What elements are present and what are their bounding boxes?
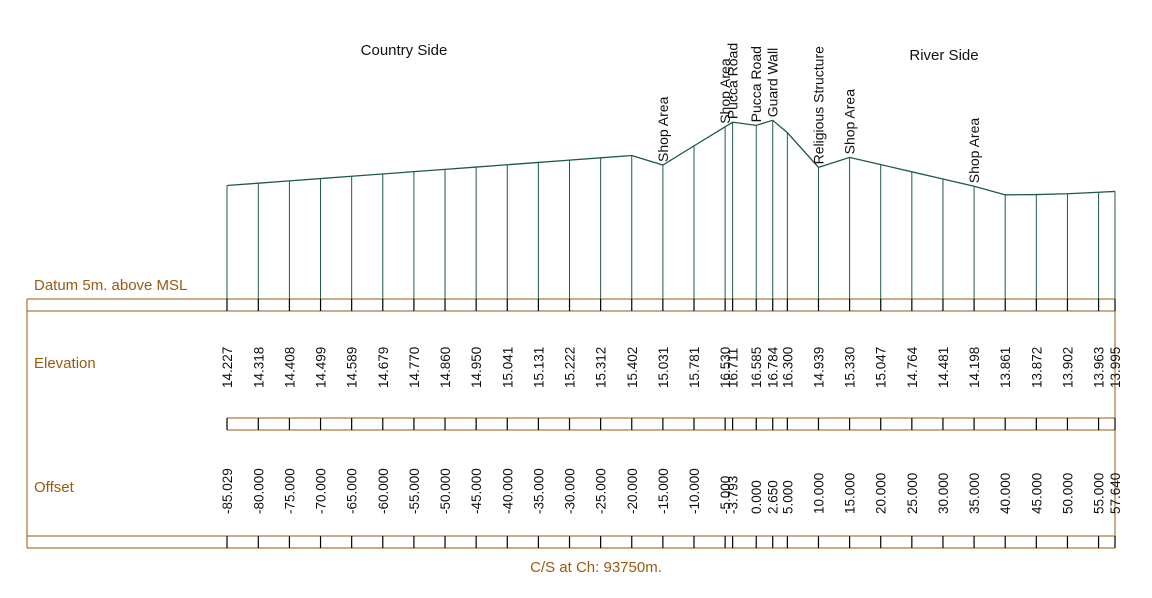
ground-profile [226,119,1116,196]
offset-value: 57.640 [1108,473,1123,514]
elevation-value: 15.047 [874,347,889,388]
elevation-value: 15.312 [594,347,609,388]
offset-value: 20.000 [874,473,889,514]
elevation-value: 13.872 [1029,347,1044,388]
feature-annotation: Shop Area [842,89,858,155]
ground-profile-line [226,119,1116,196]
elevation-labels: 14.227 14.318 14.408 14.499 14.589 14.679 14.7… [220,346,1123,388]
river-side-label: River Side [909,47,978,64]
elevation-value: 14.679 [376,347,391,388]
feature-annotation: Pucca Road [725,43,741,119]
elevation-value: 16.300 [780,347,795,388]
elevation-value: 13.861 [998,347,1013,388]
feature-annotation: Shop Area [966,118,982,184]
offset-value: -85.029 [220,468,235,514]
elevation-value: 15.330 [843,347,858,388]
elevation-value: 14.770 [407,347,422,388]
station-lines [226,120,1116,548]
elevation-value: 14.860 [438,347,453,388]
elevation-value: 14.318 [251,347,266,388]
offset-value: 15.000 [843,473,858,514]
elevation-value: 14.227 [220,347,235,388]
offset-value: -40.000 [500,468,515,514]
offset-value: 45.000 [1029,473,1044,514]
offset-value: -60.000 [376,468,391,514]
elevation-value: 15.031 [656,347,671,388]
offset-value: -25.000 [594,468,609,514]
elevation-value: 15.131 [531,347,546,388]
elevation-value: 14.950 [469,347,484,388]
offset-value: -30.000 [563,468,578,514]
offset-value: 55.000 [1092,473,1107,514]
elevation-value: 16.711 [726,348,741,388]
offset-value: -35.000 [531,468,546,514]
elevation-value: 13.995 [1108,347,1123,388]
country-side-label: Country Side [361,42,448,59]
offset-value: -55.000 [407,468,422,514]
datum-label: Datum 5m. above MSL [34,277,187,294]
offset-value: -45.000 [469,468,484,514]
elevation-value: 16.530 [718,347,733,388]
feature-annotation: Shop Area [717,58,733,124]
offset-value: -75.000 [282,468,297,514]
offset-value: 25.000 [905,473,920,514]
feature-annotation: Shop Area [655,96,671,162]
elevation-value: 14.499 [314,347,329,388]
feature-annotation: Guard Wall [765,48,781,118]
offset-value: 2.650 [766,480,781,514]
offset-value: -20.000 [625,468,640,514]
elevation-value: 13.902 [1060,347,1075,388]
offset-value: -10.000 [687,468,702,514]
elevation-row-label: Elevation [34,355,96,372]
elevation-value: 15.781 [687,347,702,388]
offset-value: -15.000 [656,468,671,514]
elevation-value: 16.784 [766,346,781,388]
elevation-value: 13.963 [1092,347,1107,388]
offset-row-label: Offset [34,479,75,496]
elevation-value: 14.198 [967,347,982,388]
offset-value: -3.793 [726,476,741,514]
offset-value: 0.000 [749,480,764,514]
offset-value: -65.000 [345,468,360,514]
offset-value: 40.000 [998,473,1013,514]
elevation-value: 14.408 [282,347,297,388]
offset-value: 30.000 [936,473,951,514]
elevation-value: 16.585 [749,347,764,388]
offset-value: 10.000 [811,473,826,514]
elevation-value: 14.589 [345,347,360,388]
chainage-caption: C/S at Ch: 93750m. [530,559,662,576]
feature-annotation: Religious Structure [810,46,826,164]
offset-labels: -85.029 -80.000 -75.000 -70.000 -65.000 -60.0… [220,468,1123,514]
offset-value: -70.000 [314,468,329,514]
elevation-value: 14.764 [905,346,920,388]
offset-value: 50.000 [1060,473,1075,514]
feature-annotation: Pucca Road [748,46,764,122]
elevation-value: 14.481 [936,347,951,388]
offset-value: 35.000 [967,473,982,514]
offset-value: -80.000 [251,468,266,514]
elevation-value: 14.939 [811,347,826,388]
elevation-value: 15.041 [500,347,515,388]
offset-value: -5.000 [718,476,733,514]
offset-value: -50.000 [438,468,453,514]
elevation-value: 15.222 [563,347,578,388]
elevation-value: 15.402 [625,347,640,388]
offset-value: 5.000 [780,480,795,514]
table-frame [26,298,1116,549]
